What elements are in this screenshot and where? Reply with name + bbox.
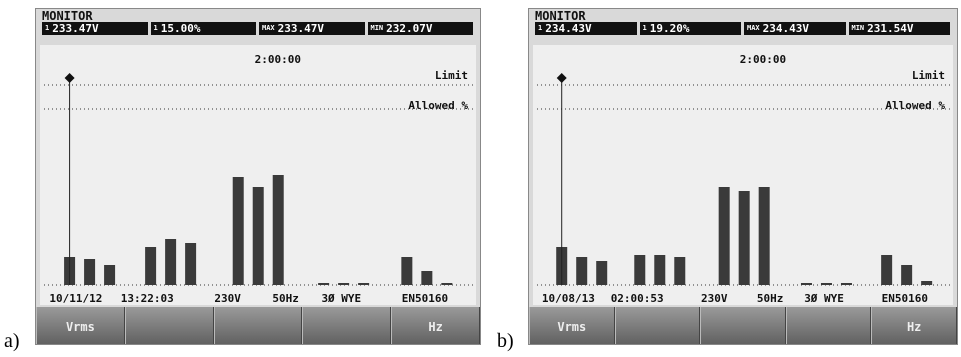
soft-key[interactable]: Vrms bbox=[36, 307, 125, 345]
reading-prefix: 1 bbox=[154, 24, 158, 32]
bar bbox=[421, 271, 432, 285]
bar bbox=[901, 265, 912, 285]
bar bbox=[165, 239, 176, 285]
bar bbox=[318, 283, 329, 285]
bar bbox=[441, 283, 452, 285]
status-text: 50Hz bbox=[272, 292, 299, 305]
status-text: 230V bbox=[214, 292, 241, 305]
status-text: 50Hz bbox=[757, 292, 784, 305]
screenshot: a)MONITOR1233.47V115.00%MAX233.47VMIN232… bbox=[0, 0, 961, 357]
bar bbox=[233, 177, 244, 285]
screen-header: MONITOR bbox=[535, 9, 586, 23]
bar bbox=[719, 187, 730, 285]
status-text: 230V bbox=[701, 292, 728, 305]
status-text: 3Ø WYE bbox=[804, 292, 844, 305]
soft-key[interactable] bbox=[125, 307, 214, 345]
bar bbox=[801, 283, 812, 285]
soft-key[interactable] bbox=[615, 307, 701, 345]
bar bbox=[634, 255, 645, 285]
button-bar: Vrms Hz bbox=[36, 307, 480, 345]
reading-value: 231.54V bbox=[867, 22, 913, 35]
soft-key[interactable]: Hz bbox=[871, 307, 957, 345]
soft-key[interactable] bbox=[786, 307, 872, 345]
bar bbox=[596, 261, 607, 285]
reading-prefix: 1 bbox=[45, 24, 49, 32]
soft-key[interactable] bbox=[700, 307, 786, 345]
soft-key[interactable] bbox=[214, 307, 303, 345]
reading-prefix: MAX bbox=[262, 24, 275, 32]
panel-label: a) bbox=[4, 330, 20, 353]
bar bbox=[273, 175, 284, 285]
status-text: 02:00:53 bbox=[611, 292, 664, 305]
bar bbox=[759, 187, 770, 285]
reading-value: 233.47V bbox=[278, 22, 324, 35]
bar bbox=[401, 257, 412, 285]
reading-value: 234.43V bbox=[545, 22, 591, 35]
panel-label: b) bbox=[497, 330, 514, 353]
soft-key[interactable]: Hz bbox=[391, 307, 480, 345]
cursor-marker bbox=[65, 73, 75, 83]
bar-chart bbox=[533, 45, 955, 305]
reading-value: 233.47V bbox=[52, 22, 98, 35]
screen-header: MONITOR bbox=[42, 9, 93, 23]
bar bbox=[674, 257, 685, 285]
bar bbox=[654, 255, 665, 285]
status-text: 3Ø WYE bbox=[321, 292, 361, 305]
bar bbox=[338, 283, 349, 285]
status-text: EN50160 bbox=[402, 292, 448, 305]
reading-value: 232.07V bbox=[386, 22, 432, 35]
reading-value: 15.00% bbox=[161, 22, 201, 35]
bar bbox=[84, 259, 95, 285]
reading-value: 19.20% bbox=[650, 22, 690, 35]
bar bbox=[576, 257, 587, 285]
button-bar: Vrms Hz bbox=[529, 307, 957, 345]
soft-key[interactable]: Vrms bbox=[529, 307, 615, 345]
bar bbox=[104, 265, 115, 285]
bar bbox=[145, 247, 156, 285]
bar bbox=[881, 255, 892, 285]
status-text: EN50160 bbox=[882, 292, 928, 305]
bar-chart bbox=[40, 45, 478, 305]
reading-prefix: 1 bbox=[643, 24, 647, 32]
status-text: 10/11/12 bbox=[49, 292, 102, 305]
bar bbox=[185, 243, 196, 285]
reading-prefix: MIN bbox=[852, 24, 865, 32]
soft-key[interactable] bbox=[302, 307, 391, 345]
reading-prefix: MIN bbox=[371, 24, 384, 32]
bar bbox=[821, 283, 832, 285]
bar bbox=[921, 281, 932, 285]
cursor-marker bbox=[557, 73, 567, 83]
bar bbox=[739, 191, 750, 285]
reading-prefix: 1 bbox=[538, 24, 542, 32]
status-text: 10/08/13 bbox=[542, 292, 595, 305]
reading-prefix: MAX bbox=[747, 24, 760, 32]
bar bbox=[253, 187, 264, 285]
reading-value: 234.43V bbox=[763, 22, 809, 35]
bar bbox=[358, 283, 369, 285]
bar bbox=[841, 283, 852, 285]
status-text: 13:22:03 bbox=[121, 292, 174, 305]
